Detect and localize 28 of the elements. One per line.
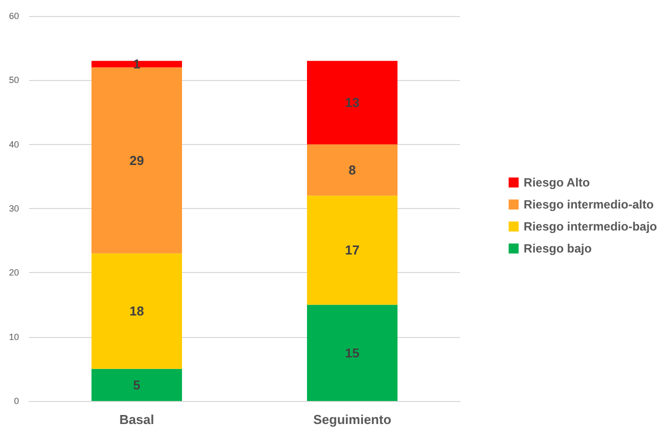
y-tick-label: 60 bbox=[8, 11, 19, 21]
data-label: 17 bbox=[345, 242, 360, 258]
bar bbox=[306, 196, 398, 305]
bar bbox=[91, 67, 182, 254]
y-tick-label: 20 bbox=[8, 268, 19, 278]
data-label: 15 bbox=[345, 345, 360, 360]
data-label: 29 bbox=[130, 152, 144, 168]
x-tick-label: Basal bbox=[119, 412, 154, 427]
data-label: 13 bbox=[345, 95, 360, 110]
data-label: 5 bbox=[133, 377, 140, 392]
bar bbox=[306, 304, 398, 401]
data-label: 18 bbox=[130, 304, 144, 319]
bar bbox=[91, 253, 182, 369]
legend-label: Riesgo intermedio-bajo bbox=[524, 220, 658, 234]
bar bbox=[91, 368, 182, 401]
y-tick-label: 10 bbox=[8, 332, 19, 342]
bar bbox=[306, 60, 398, 144]
y-tick-label: 0 bbox=[14, 396, 19, 406]
data-label: 8 bbox=[348, 162, 356, 178]
bar bbox=[306, 144, 398, 196]
legend-label: Riesgo Alto bbox=[524, 176, 590, 190]
legend-label: Riesgo bajo bbox=[524, 242, 592, 256]
x-tick-label: Seguimiento bbox=[313, 412, 392, 427]
y-tick-label: 50 bbox=[8, 75, 19, 86]
y-tick-label: 30 bbox=[8, 204, 19, 214]
y-tick-label: 40 bbox=[8, 139, 19, 150]
legend-label: Riesgo intermedio-alto bbox=[524, 198, 654, 212]
bar bbox=[91, 60, 182, 68]
